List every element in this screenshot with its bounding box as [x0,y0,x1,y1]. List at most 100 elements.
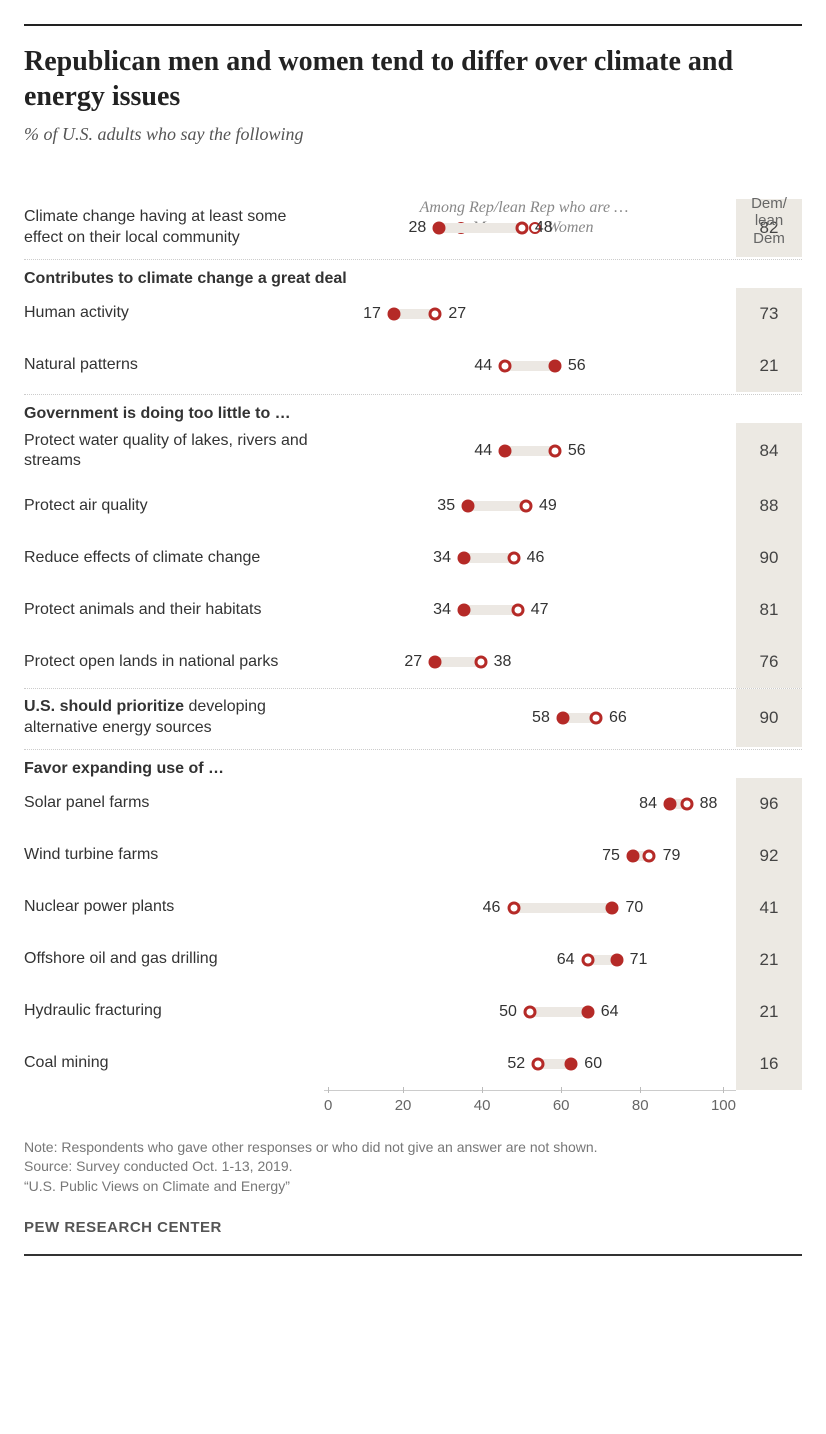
women-point [499,359,512,372]
women-value: 66 [609,709,627,727]
women-value: 44 [474,357,492,375]
data-row: Protect air quality354988 [24,480,802,532]
men-value: 70 [625,899,643,917]
footnote: Note: Respondents who gave other respons… [24,1138,802,1197]
data-row: Offshore oil and gas drilling647121 [24,934,802,986]
data-row: Climate change having at least some effe… [24,199,802,257]
women-point [680,797,693,810]
chart-title: Republican men and women tend to differ … [24,44,802,114]
men-value: 17 [363,305,381,323]
dem-column-header: Dem/ lean Dem [736,195,802,247]
dumbbell-plot: 84 88 [324,784,736,824]
men-value: 35 [437,497,455,515]
men-value: 34 [433,601,451,619]
dem-value: 21 [736,986,802,1038]
women-value: 47 [531,601,549,619]
dem-value: 88 [736,480,802,532]
data-row: Coal mining526016 [24,1038,802,1090]
women-point [507,552,520,565]
men-value: 71 [630,951,648,969]
note-line-2: Source: Survey conducted Oct. 1-13, 2019… [24,1157,802,1177]
dumbbell-plot: 34 46 [324,538,736,578]
men-value: 75 [602,847,620,865]
row-label: Protect water quality of lakes, rivers a… [24,423,324,481]
women-point [511,604,524,617]
axis-tick: 40 [474,1097,491,1120]
women-value: 50 [499,1003,517,1021]
group-header: Favor expanding use of … [24,749,802,778]
dumbbell-plot: 2848 [324,208,736,248]
women-point [515,221,528,234]
axis-tick: 20 [395,1097,412,1120]
women-point [643,849,656,862]
men-value: 84 [639,795,657,813]
men-point [565,1057,578,1070]
women-value: 79 [663,847,681,865]
dumbbell-plot: 75 79 [324,836,736,876]
women-point [429,307,442,320]
men-value: 64 [601,1003,619,1021]
women-point [519,500,532,513]
data-row: Nuclear power plants467041 [24,882,802,934]
range-bar [464,605,518,615]
dem-value: 73 [736,288,802,340]
dem-value: 21 [736,934,802,986]
men-point [429,656,442,669]
women-value: 52 [507,1055,525,1073]
men-point [664,797,677,810]
data-row: Protect animals and their habitats344781 [24,584,802,636]
dumbbell-plot: 58 66 [324,698,736,738]
axis-tick: 80 [632,1097,649,1120]
dem-value: 16 [736,1038,802,1090]
data-row: Protect water quality of lakes, rivers a… [24,423,802,481]
men-point [581,1005,594,1018]
dem-value: 90 [736,532,802,584]
women-point [581,953,594,966]
range-bar [439,223,521,233]
dumbbell-plot: 6471 [324,940,736,980]
row-label: Human activity [24,295,324,332]
row-label: Solar panel farms [24,785,324,822]
women-value: 48 [535,219,553,237]
men-point [548,359,561,372]
men-point [433,221,446,234]
axis-tick: 100 [711,1097,736,1120]
men-point [388,307,401,320]
men-value: 27 [404,653,422,671]
group-header: Contributes to climate change a great de… [24,259,802,288]
women-point [524,1005,537,1018]
men-value: 34 [433,549,451,567]
men-point [499,445,512,458]
women-value: 88 [700,795,718,813]
row-label: Reduce effects of climate change [24,540,324,577]
men-point [627,849,640,862]
men-value: 58 [532,709,550,727]
dem-value: 76 [736,636,802,688]
data-row: Protect open lands in national parks2738… [24,636,802,688]
men-point [610,953,623,966]
data-row: Solar panel farms848896 [24,778,802,830]
chart-body: Among Rep/lean Rep who are … Men Women D… [24,199,802,1120]
dem-value: 92 [736,830,802,882]
dumbbell-plot: 34 47 [324,590,736,630]
chart-container: Republican men and women tend to differ … [0,0,826,1276]
dumbbell-plot: 44 56 [324,431,736,471]
range-bar [468,501,526,511]
row-label: Hydraulic fracturing [24,993,324,1030]
women-value: 46 [527,549,545,567]
dem-value: 90 [736,689,802,747]
dem-value: 84 [736,423,802,481]
top-rule [24,24,802,26]
dumbbell-plot: 2738 [324,642,736,682]
women-value: 56 [568,442,586,460]
women-value: 49 [539,497,557,515]
group-header: Government is doing too little to … [24,394,802,423]
range-bar [530,1007,588,1017]
note-line-3: “U.S. Public Views on Climate and Energy… [24,1177,802,1197]
data-row: Hydraulic fracturing 50 64 21 [24,986,802,1038]
row-label: Protect open lands in national parks [24,644,324,681]
women-point [532,1057,545,1070]
note-line-1: Note: Respondents who gave other respons… [24,1138,802,1158]
men-value: 44 [474,442,492,460]
men-point [458,604,471,617]
